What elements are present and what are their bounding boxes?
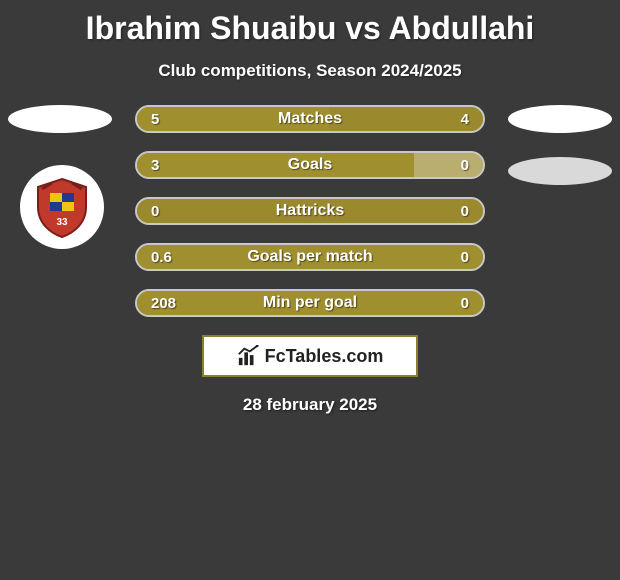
stat-label: Goals per match: [137, 245, 483, 269]
player-right-placeholder: [508, 105, 612, 133]
brand-label: FcTables.com: [265, 346, 384, 367]
stat-rows: 5Matches43Goals00Hattricks00.6Goals per …: [135, 105, 485, 317]
stat-value-right: 0: [461, 153, 469, 177]
stat-value-right: 0: [461, 199, 469, 223]
stat-label: Min per goal: [137, 291, 483, 315]
stat-label: Hattricks: [137, 199, 483, 223]
stat-value-right: 4: [461, 107, 469, 131]
stat-row: 0Hattricks0: [135, 197, 485, 225]
page-title: Ibrahim Shuaibu vs Abdullahi: [0, 0, 620, 47]
stat-row: 3Goals0: [135, 151, 485, 179]
stat-row: 208Min per goal0: [135, 289, 485, 317]
stat-label: Goals: [137, 153, 483, 177]
date-label: 28 february 2025: [0, 395, 620, 415]
player-left-placeholder: [8, 105, 112, 133]
stat-row: 0.6Goals per match0: [135, 243, 485, 271]
player-right-placeholder-2: [508, 157, 612, 185]
stat-value-right: 0: [461, 291, 469, 315]
svg-text:33: 33: [56, 217, 68, 228]
comparison-chart: 33 5Matches43Goals00Hattricks00.6Goals p…: [0, 105, 620, 415]
bar-chart-icon: [237, 345, 259, 367]
stat-label: Matches: [137, 107, 483, 131]
subtitle: Club competitions, Season 2024/2025: [0, 61, 620, 81]
brand-box[interactable]: FcTables.com: [202, 335, 418, 377]
club-badge-icon: 33: [30, 175, 94, 239]
stat-value-right: 0: [461, 245, 469, 269]
stat-row: 5Matches4: [135, 105, 485, 133]
club-badge: 33: [20, 165, 104, 249]
